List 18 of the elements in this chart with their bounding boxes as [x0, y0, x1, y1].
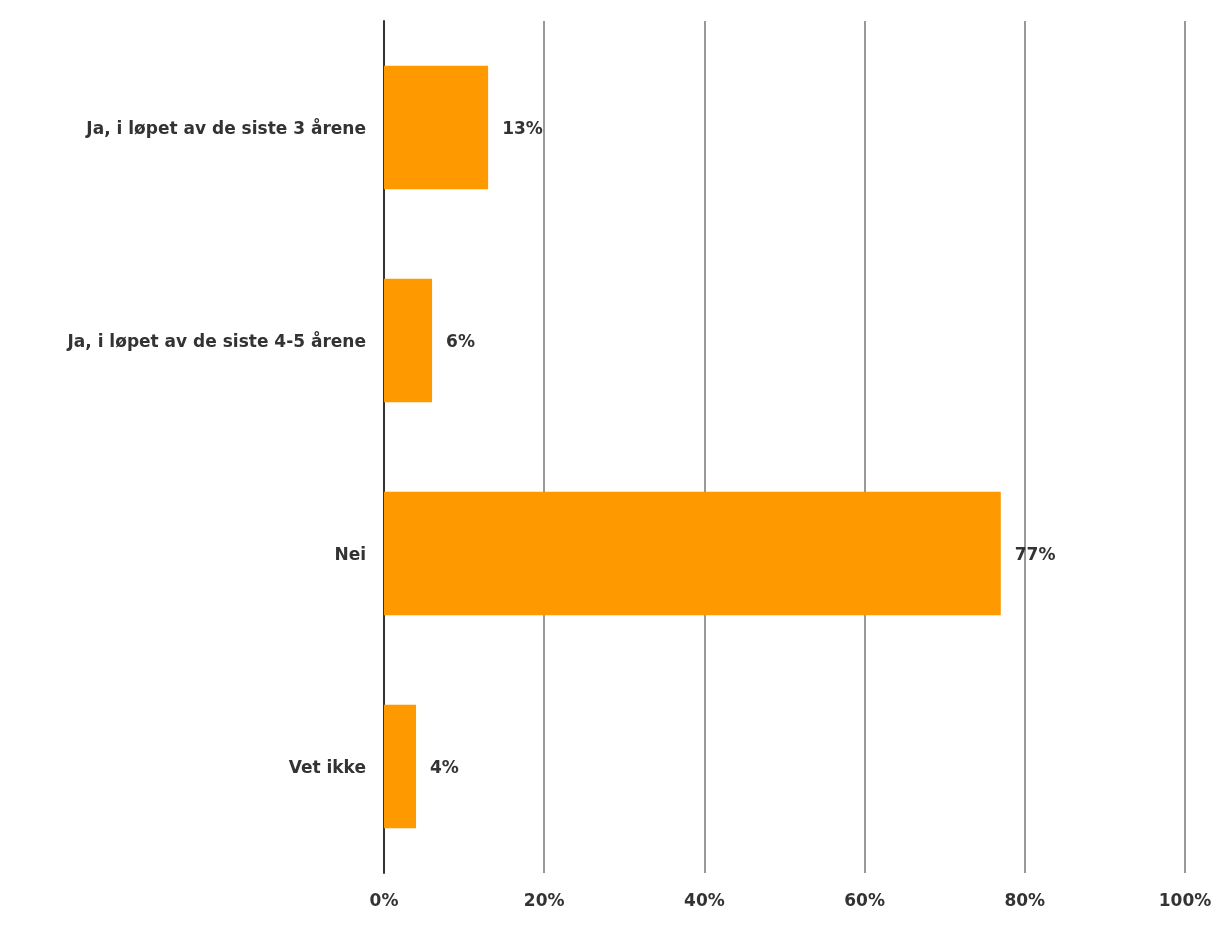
- bar: [384, 704, 417, 829]
- data-label: 13%: [502, 117, 543, 138]
- bar: [384, 65, 489, 190]
- data-label: 6%: [446, 330, 475, 351]
- bar: [384, 278, 433, 403]
- y-tick-label: Ja, i løpet av de siste 3 årene: [85, 116, 366, 138]
- x-tick-label: 80%: [1004, 889, 1046, 910]
- data-label: 77%: [1014, 543, 1056, 564]
- x-tick-label: 40%: [684, 889, 725, 910]
- data-label: 4%: [430, 756, 459, 777]
- bar: [384, 491, 1001, 616]
- y-tick-label: Nei: [334, 543, 366, 564]
- x-tick-label: 100%: [1158, 889, 1212, 910]
- x-tick-label: 20%: [523, 889, 565, 910]
- x-tick-label: 0%: [369, 889, 399, 910]
- x-tick-label: 60%: [844, 889, 885, 910]
- y-tick-label: Ja, i løpet av de siste 4-5 årene: [66, 329, 366, 351]
- y-tick-label: Vet ikke: [288, 756, 366, 777]
